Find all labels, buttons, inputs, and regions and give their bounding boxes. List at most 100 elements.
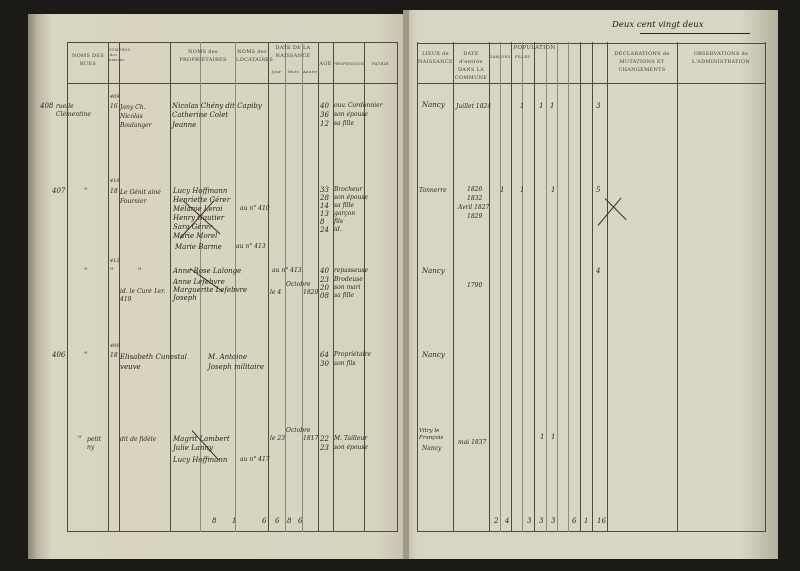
entry-1-rue: ruelle Clémentine — [56, 103, 91, 118]
entry-5-lieu: Vitry le François — [419, 428, 444, 441]
entry-5-age: 22 — [320, 435, 329, 443]
entry-1-proprietaire: Jany Ch. Nicolas Boulanger — [120, 104, 152, 129]
entry-2-date: 1826 — [467, 186, 483, 193]
entry-3-birth-month: Octobre — [286, 281, 311, 288]
header-filles: FILLES — [514, 55, 531, 59]
entry-3-profession: repasseuse — [334, 267, 369, 274]
entry-3-birth-year: 1820 — [303, 289, 319, 296]
entry-3-age: 40 — [320, 267, 329, 275]
entry-1-age: 36 — [320, 111, 329, 119]
entry-4-maison: 18 — [110, 352, 118, 359]
total-left: 6 — [262, 517, 267, 525]
entry-2-locataire: Sara Gérer — [173, 223, 213, 231]
book-spine — [403, 10, 409, 559]
entry-2-locataire: Henriette Gérer — [173, 196, 231, 204]
entry-3-birth-day: le 4 — [270, 289, 282, 296]
entry-2-locataire: Lucy Hoffmann — [173, 187, 228, 195]
column-rule — [534, 42, 535, 532]
entry-3-age: 08 — [320, 292, 329, 300]
entry-3-maison-note: 412 — [110, 258, 120, 264]
entry-1-lieu: Nancy — [422, 101, 445, 109]
entry-3-maison: " — [110, 267, 114, 275]
header-mois: Mois — [287, 69, 300, 74]
entry-2-pop: 1 — [551, 186, 556, 194]
entry-3-age: 20 — [320, 284, 329, 292]
entry-1-locataire: Nicolas Chény dit Capiby — [172, 102, 262, 110]
entry-3-proprietaire-note: id. le Curé 1er. 419 — [120, 288, 166, 303]
total-right: 2 — [494, 517, 499, 525]
entry-5-locataire: Magrit Lambert — [173, 435, 230, 443]
entry-3-profession: son mari — [334, 284, 361, 291]
entry-4-maison-note: 400 — [110, 343, 120, 349]
entry-2-pop-total: 5 — [596, 186, 601, 194]
header-age: AGE — [319, 61, 332, 67]
entry-5-maison: petit ny — [87, 436, 102, 451]
column-rule — [333, 42, 334, 532]
entry-3-profession: sa fille — [334, 292, 354, 299]
entry-5-locataire: Lucy Hoffmann — [173, 456, 228, 464]
column-rule — [417, 42, 418, 532]
entry-1-locataire: Catherine Colet — [172, 111, 229, 119]
entry-1-profession: sa fille — [334, 120, 354, 127]
header-bottom-rule-right — [417, 83, 765, 84]
total-right: 16 — [597, 517, 606, 525]
entry-3-locataire: Anne Rose Lalonge — [173, 267, 242, 275]
column-rule — [580, 42, 581, 532]
entry-1-profession: son épouse — [334, 111, 368, 118]
total-right: 4 — [505, 517, 510, 525]
column-rule — [302, 42, 303, 532]
entry-2-age: 14 — [320, 202, 329, 210]
entry-2-date: 1832 — [467, 195, 483, 202]
total-right: 1 — [584, 517, 589, 525]
entry-4-lieu: Nancy — [422, 351, 445, 359]
column-rule — [568, 42, 569, 532]
entry-3-rue: " — [84, 267, 88, 275]
entry-1-pop-total: 3 — [596, 102, 601, 110]
entry-2-locataire: Marie Barme — [175, 243, 222, 251]
header-observations: OBSERVATIONS de L'ADMINISTRATION — [691, 51, 751, 65]
column-rule — [108, 42, 109, 532]
entry-5-lieu: Nancy — [422, 445, 442, 452]
column-rule — [677, 42, 678, 532]
entry-2-locataire: Marie Morel — [173, 232, 218, 240]
total-right: 3 — [539, 517, 544, 525]
entry-2-pop: 1 — [500, 186, 505, 194]
entry-2-age: 8 — [320, 218, 325, 226]
entry-2-age: 33 — [320, 186, 329, 194]
page-number-handwritten: Deux cent vingt deux — [612, 20, 704, 30]
entry-4-number: 406 — [52, 351, 66, 359]
entry-5-profession: son épouse — [334, 444, 368, 451]
entry-2-note: au n° 410 — [240, 205, 270, 212]
entry-3-proprietaire: " — [138, 267, 142, 275]
column-rule — [170, 42, 171, 532]
column-rule — [200, 42, 201, 532]
entry-3-note: au n° 413. — [272, 267, 304, 274]
entry-2-profession: garçon — [334, 210, 356, 217]
entry-5-rue: " — [78, 435, 82, 443]
entry-2-maison-note: 410 — [110, 178, 120, 184]
entry-5-birth-year: 1817 — [303, 435, 319, 442]
column-rule — [592, 42, 593, 532]
entry-1-locataire: Jeanne — [172, 121, 197, 129]
entry-3-profession: Brodeuse — [334, 276, 363, 283]
entry-1-maison: 16 — [110, 103, 118, 110]
entry-2-rue: " — [84, 187, 88, 195]
total-right: 3 — [551, 517, 556, 525]
header-maisons: NUMÉROS des maisons — [108, 48, 130, 62]
entry-5-pop: 1 — [551, 433, 556, 441]
signature-underline — [640, 33, 750, 34]
entry-5-birth-day: le 23 — [270, 435, 286, 442]
entry-2-profession: id. — [334, 226, 342, 233]
entry-5-locataire: Julie Lanny — [173, 444, 213, 452]
entry-5-note: au n° 417 — [240, 456, 270, 463]
total-left: 1 — [232, 517, 237, 525]
header-population: POPULATION — [513, 45, 556, 51]
entry-2-profession: son épouse — [334, 194, 368, 201]
total-left: 6 — [275, 517, 280, 525]
entry-4-profession: son fils — [334, 360, 356, 367]
column-rule — [500, 42, 501, 532]
entry-3-date-entree: 1790 — [467, 282, 483, 289]
entry-2-note: au n° 413 — [236, 243, 266, 250]
entry-2-proprietaire: Le Génit ainé Fournier — [120, 189, 161, 205]
header-date-entree: DATE d'entrée DANS LA COMMUNE — [454, 51, 488, 81]
